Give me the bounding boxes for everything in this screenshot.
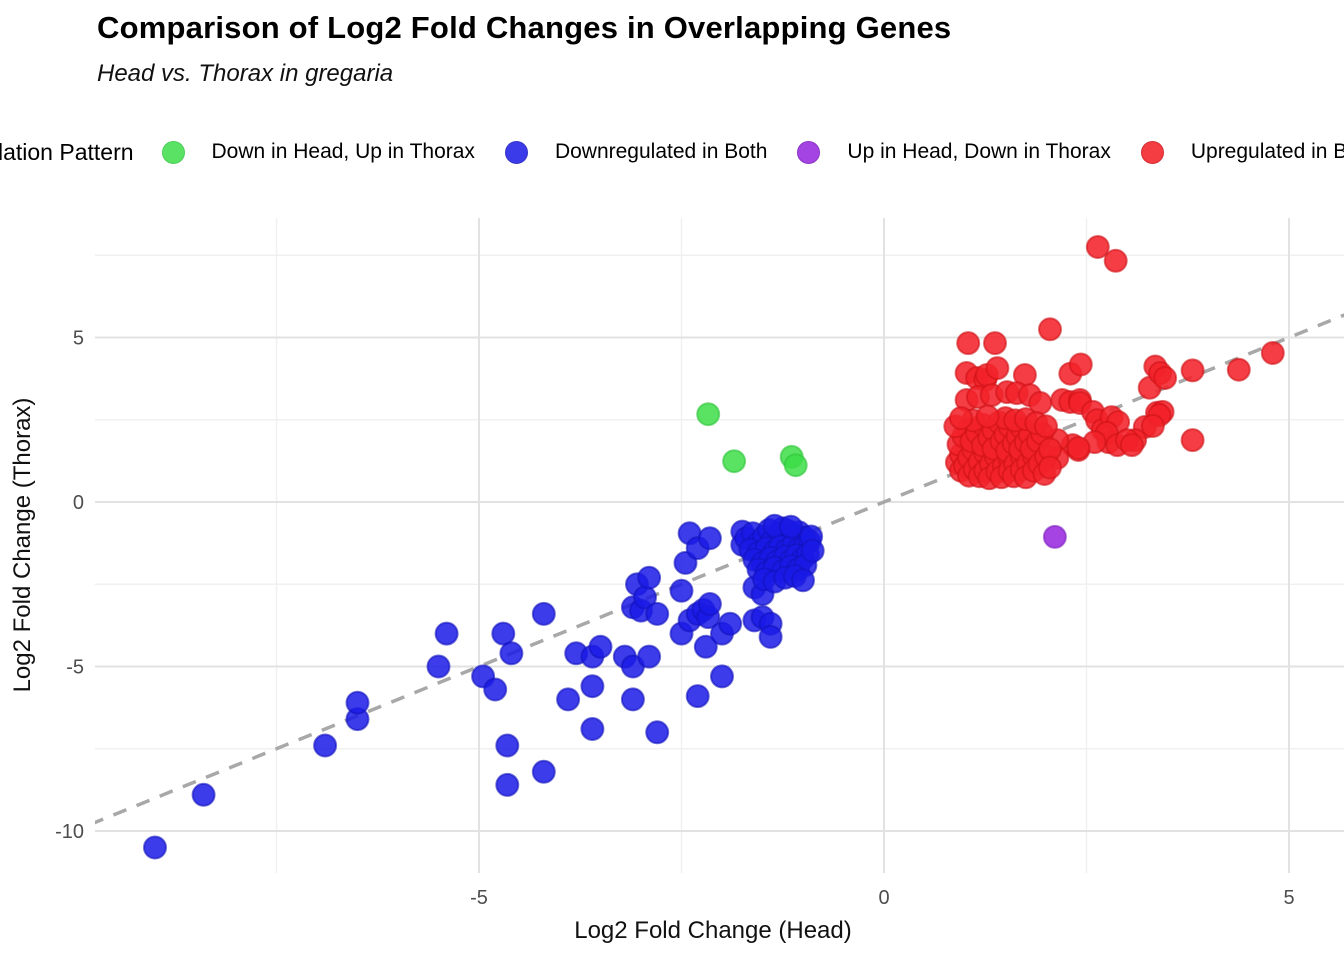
x-tick-label: -5 (470, 887, 488, 909)
data-point (693, 634, 718, 659)
data-point (531, 759, 556, 784)
data-point (669, 578, 694, 603)
data-point (1066, 436, 1091, 460)
legend-dot-icon (797, 140, 821, 164)
series-downregulated-in-both (143, 513, 825, 860)
legend-dot-icon (161, 140, 185, 164)
data-point (791, 568, 815, 593)
gridlines-minor (95, 218, 1344, 873)
data-point (1226, 357, 1251, 382)
data-point (495, 772, 520, 797)
data-point (685, 684, 710, 709)
gridlines-major (95, 218, 1344, 873)
data-point (143, 835, 167, 860)
legend-item-up-head-down-thorax: Up in Head, Down in Thorax (797, 140, 1111, 164)
scatter-plot: 5 0 -5 -10 -5 0 5 Log2 Fold Change (Head) Log2… (9, 218, 1344, 944)
data-point (580, 717, 605, 741)
legend-dot-icon (504, 140, 528, 164)
data-point (778, 514, 803, 539)
data-point (499, 641, 524, 666)
y-axis-title: Log2 Fold Change (Thorax) (9, 398, 36, 693)
data-point (483, 677, 508, 702)
data-point (956, 331, 981, 356)
y-tick-label: -5 (66, 657, 84, 679)
data-point (345, 690, 370, 715)
data-point (491, 621, 516, 646)
data-point (800, 538, 825, 563)
data-point (637, 565, 662, 590)
data-point (495, 733, 520, 758)
legend-dot-icon (1140, 140, 1164, 164)
chart-title: Comparison of Log2 Fold Changes in Overl… (97, 10, 952, 45)
data-point (949, 406, 973, 431)
legend-item-label: Down in Head, Up in Thorax (211, 140, 475, 163)
data-point (1180, 428, 1205, 453)
chart-header: Comparison of Log2 Fold Changes in Overl… (97, 10, 1337, 88)
data-point (580, 674, 605, 699)
y-tick-label: 0 (73, 492, 84, 514)
data-point (1038, 317, 1062, 342)
legend-item-label: Up in Head, Down in Thorax (847, 140, 1111, 163)
data-point (697, 592, 722, 616)
data-point (620, 687, 645, 712)
data-point (696, 402, 721, 427)
legend-item-label: Upregulated in Both (1190, 140, 1344, 163)
data-point (718, 611, 743, 636)
points-layer (143, 235, 1285, 860)
data-point (313, 733, 338, 758)
data-point (191, 782, 216, 807)
data-point (645, 601, 670, 626)
data-point (697, 526, 722, 551)
legend: Regulation Pattern Down in Head, Up in T… (0, 128, 1344, 176)
data-point (985, 356, 1010, 381)
legend-title: Regulation Pattern (0, 138, 134, 165)
data-point (637, 644, 662, 669)
data-point (1140, 414, 1165, 438)
legend-item-upregulated-both: Upregulated in Both (1140, 140, 1344, 164)
data-point (1260, 341, 1285, 365)
data-point (556, 687, 581, 712)
x-axis-title: Log2 Fold Change (Head) (574, 917, 852, 944)
data-point (1119, 433, 1144, 458)
data-point (426, 654, 451, 679)
data-point (645, 720, 670, 745)
data-point (1034, 414, 1058, 439)
x-tick-label: 5 (1283, 887, 1294, 909)
data-point (1180, 358, 1205, 383)
legend-row: Regulation Pattern Down in Head, Up in T… (0, 139, 1344, 166)
series-up-in-head-down-in-thorax (1042, 524, 1067, 549)
data-point (1103, 248, 1128, 273)
data-point (531, 601, 556, 626)
data-point (975, 404, 1000, 429)
data-point (758, 624, 783, 649)
legend-item-label: Downregulated in Both (554, 140, 768, 163)
data-point (783, 453, 808, 478)
data-point (1085, 235, 1110, 259)
data-point (710, 664, 734, 689)
data-point (1042, 524, 1067, 549)
chart-subtitle: Head vs. Thorax in gregaria (97, 59, 394, 87)
series-upregulated-in-both (943, 235, 1285, 491)
legend-item-down-head-up-thorax: Down in Head, Up in Thorax (161, 140, 475, 164)
data-point (983, 331, 1007, 356)
data-point (434, 621, 459, 646)
series-down-in-head-up-in-thorax (696, 402, 808, 478)
legend-item-downregulated-both: Downregulated in Both (504, 140, 768, 164)
data-point (1068, 352, 1093, 377)
data-point (588, 634, 613, 659)
y-tick-label: 5 (73, 328, 84, 350)
axis-tick-labels: 5 0 -5 -10 -5 0 5 (55, 328, 1294, 910)
data-point (1038, 455, 1062, 480)
x-tick-label: 0 (878, 887, 889, 909)
y-tick-label: -10 (55, 821, 84, 843)
data-point (722, 449, 747, 474)
data-point (1153, 366, 1178, 390)
